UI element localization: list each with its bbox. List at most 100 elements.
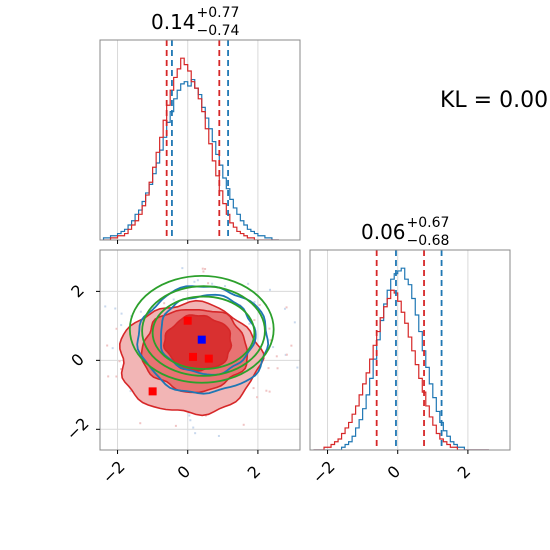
sample-point (91, 326, 93, 328)
sample-point (193, 280, 196, 283)
sample-point (114, 307, 117, 310)
sample-point (172, 298, 175, 301)
tick-label: −2 (63, 414, 93, 444)
y-marginal-title: 0.06 +0.67 −0.68 (361, 216, 449, 248)
y-marginal-title-upper: +0.67 (406, 215, 450, 231)
sample-point (296, 366, 299, 369)
sample-point (272, 346, 275, 349)
sample-point (290, 344, 293, 347)
sample-point (95, 325, 97, 327)
sample-point (192, 426, 195, 429)
sample-point (107, 375, 110, 378)
blue-contour (136, 285, 270, 395)
marker (204, 354, 213, 363)
sample-point (269, 339, 272, 342)
y-marginal-title-lower: −0.68 (406, 233, 450, 249)
sample-point (163, 302, 166, 305)
sample-point (194, 432, 197, 435)
joint-contours (90, 267, 299, 437)
kl-annotation: KL = 0.00 (440, 88, 549, 113)
tick-label: 0 (384, 462, 405, 483)
x-marginal-histograms (102, 57, 279, 240)
sample-point (202, 270, 205, 273)
sample-point (139, 422, 142, 425)
histogram-series (102, 78, 279, 240)
sample-point (152, 306, 155, 309)
sample-point (106, 344, 109, 347)
sample-point (248, 322, 251, 325)
sample-point (204, 267, 207, 270)
sample-point (285, 353, 288, 356)
y-marginal-quantile-lines (375, 250, 443, 450)
sample-point (253, 319, 256, 322)
y-marginal-frame (309, 249, 511, 451)
sample-point (196, 279, 199, 282)
histogram-series (313, 289, 489, 450)
sample-point (174, 424, 177, 427)
x-marginal-frame (99, 39, 301, 241)
sample-point (283, 307, 286, 310)
sample-point (242, 423, 245, 426)
x-marginal-title-upper: +0.77 (196, 5, 240, 21)
tick-label: −2 (99, 457, 129, 487)
x-marginal-quantile-lines (165, 40, 229, 240)
sample-point (181, 267, 184, 270)
tick-label: 0 (67, 350, 88, 371)
x-marginal-title-median: 0.14 (151, 10, 196, 34)
sample-point (104, 305, 107, 308)
tick-label: 0 (174, 462, 195, 483)
joint-x-ticks: −2 0 2 (99, 450, 265, 487)
y-marginal-panel: −2 0 2 (309, 249, 511, 487)
sample-point (224, 285, 227, 288)
sample-point (115, 375, 118, 378)
sample-point (90, 348, 92, 350)
histogram-series (103, 57, 279, 240)
sample-point (256, 396, 259, 399)
sample-point (139, 310, 142, 313)
sample-point (253, 300, 256, 303)
sample-point (217, 434, 220, 437)
joint-panel: −2 0 2 −2 0 2 (63, 249, 301, 487)
green-contour (128, 274, 275, 384)
sample-point (268, 288, 271, 291)
sample-point (189, 419, 192, 422)
blue-contour (160, 293, 257, 376)
sample-point (267, 367, 270, 370)
sample-point (247, 282, 250, 285)
sample-point (265, 389, 268, 392)
marker (148, 387, 157, 396)
joint-frame (99, 249, 301, 451)
green-contour (151, 295, 256, 370)
x-marginal-title-lower: −0.74 (196, 23, 240, 39)
y-marginal-ticks: −2 0 2 (309, 450, 475, 487)
y-marginal-grid (327, 250, 469, 450)
sample-point (129, 390, 132, 393)
sample-point (252, 387, 255, 390)
sample-point (285, 306, 288, 309)
sample-point (258, 303, 261, 306)
x-marginal-ticks (117, 240, 259, 244)
marker (188, 352, 197, 361)
sample-point (293, 321, 296, 324)
y-marginal-title-median: 0.06 (361, 220, 406, 244)
sample-point (97, 319, 99, 321)
sample-point (120, 368, 123, 371)
tick-label: 2 (244, 462, 265, 483)
histogram-series (313, 267, 489, 450)
sample-point (275, 355, 278, 358)
sample-point (211, 282, 214, 285)
sample-point (207, 282, 210, 285)
sample-point (268, 390, 271, 393)
tick-label: 2 (67, 281, 88, 302)
y-marginal-histograms (313, 267, 489, 450)
sample-point (115, 327, 118, 330)
x-marginal-title: 0.14 +0.77 −0.74 (151, 6, 239, 38)
tick-label: 2 (454, 462, 475, 483)
sample-point (111, 347, 114, 350)
joint-y-ticks: −2 0 2 (63, 281, 100, 444)
green-contour (141, 285, 266, 377)
marker (197, 335, 206, 344)
sample-point (201, 267, 204, 270)
x-marginal-grid (117, 40, 259, 240)
